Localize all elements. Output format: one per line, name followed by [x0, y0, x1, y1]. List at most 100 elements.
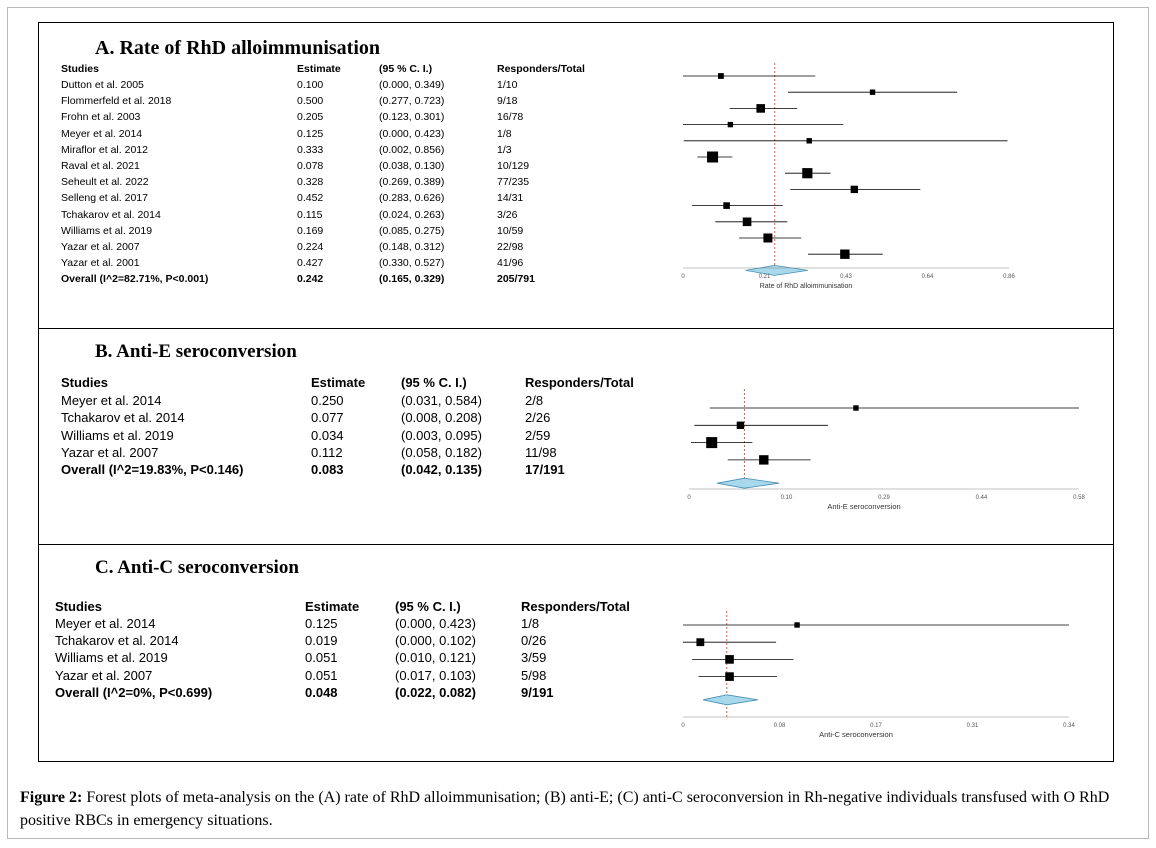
tick-label: 0.64 [922, 274, 934, 280]
x-axis-label: Anti-E seroconversion [827, 502, 900, 511]
responders-value: 22/98 [497, 241, 524, 253]
header-estimate: Estimate [311, 375, 366, 390]
tick-label: 0.10 [781, 495, 793, 501]
responders-value: 14/31 [497, 192, 524, 205]
study-name: Overall (I^2=82.71%, P<0.001) [61, 273, 209, 286]
study-name: Raval et al. 2021 [61, 160, 140, 172]
ci-value: (0.000, 0.349) [379, 79, 445, 91]
estimate-value: 0.224 [297, 241, 324, 253]
responders-value: 3/59 [521, 650, 547, 666]
responders-value: 11/98 [525, 444, 557, 460]
header-studies: Studies [61, 375, 108, 390]
overall-diamond [702, 694, 758, 706]
header-responders: Responders/Total [525, 375, 634, 390]
ci-value: (0.017, 0.103) [395, 667, 476, 683]
estimate-value: 0.077 [311, 410, 344, 426]
estimate-marker [763, 233, 773, 243]
ci-value: (0.024, 0.263) [379, 208, 445, 221]
study-name: Selleng et al. 2017 [61, 192, 148, 205]
panel-c-title: C. Anti-C seroconversion [95, 557, 299, 578]
estimate-marker [718, 73, 724, 79]
study-name: Tchakarov et al. 2014 [55, 633, 179, 649]
estimate-marker [742, 217, 752, 227]
ci-value: (0.148, 0.312) [379, 241, 445, 253]
estimate-value: 0.019 [305, 633, 338, 649]
responders-value: 2/59 [525, 427, 551, 443]
ci-value: (0.269, 0.389) [379, 176, 445, 189]
estimate-value: 0.242 [297, 273, 324, 286]
panel-a-title: A. Rate of RhD alloimmunisation [95, 37, 381, 59]
estimate-marker [840, 249, 850, 259]
responders-value: 205/791 [497, 273, 535, 286]
study-name: Seheult et al. 2022 [61, 176, 149, 189]
header-studies: Studies [61, 63, 99, 75]
estimate-value: 0.333 [297, 143, 324, 156]
study-name: Tchakarov et al. 2014 [61, 410, 185, 426]
responders-value: 9/191 [521, 684, 554, 700]
estimate-marker [696, 638, 705, 647]
estimate-marker [723, 202, 730, 209]
ci-value: (0.022, 0.082) [395, 684, 476, 700]
forest-plot-a: 0 0.21 0.43 0.64 0.86 Rate of RhD alloimmunis… [681, 63, 1015, 290]
tick-label: 0.17 [870, 723, 882, 729]
tick-label: 0.58 [1073, 495, 1085, 501]
ci-value: (0.031, 0.584) [401, 393, 482, 408]
study-name: Flommerfeld et al. 2018 [61, 95, 172, 108]
ci-value: (0.283, 0.626) [379, 192, 445, 205]
header-estimate: Estimate [297, 63, 341, 75]
estimate-value: 0.452 [297, 192, 324, 205]
study-name: Yazar et al. 2007 [61, 241, 140, 253]
caption-label: Figure 2: [20, 789, 83, 806]
caption-text: Forest plots of meta-analysis on the (A)… [20, 789, 1110, 829]
study-name: Tchakarov et al. 2014 [61, 208, 161, 221]
panel-b: B. Anti-E seroconversion Studies Estimat… [38, 328, 1114, 546]
study-name: Williams et al. 2019 [61, 427, 174, 443]
tick-label: 0.21 [759, 274, 771, 280]
responders-value: 1/8 [497, 127, 512, 140]
responders-value: 0/26 [521, 633, 547, 649]
header-responders: Responders/Total [521, 599, 630, 614]
ci-value: (0.038, 0.130) [379, 160, 445, 172]
estimate-marker [707, 151, 719, 163]
estimate-value: 0.083 [311, 462, 344, 478]
responders-value: 5/98 [521, 667, 547, 683]
ci-value: (0.002, 0.856) [379, 143, 445, 156]
study-name: Yazar et al. 2007 [55, 667, 153, 683]
header-ci: (95 % C. I.) [395, 599, 461, 614]
ci-value: (0.010, 0.121) [395, 650, 476, 666]
estimate-value: 0.034 [311, 427, 344, 443]
estimate-marker [806, 138, 812, 144]
responders-value: 2/26 [525, 410, 551, 426]
header-studies: Studies [55, 599, 102, 614]
responders-value: 3/26 [497, 208, 518, 221]
estimate-marker [869, 89, 876, 95]
estimate-marker [850, 185, 859, 194]
ci-value: (0.000, 0.423) [395, 616, 476, 631]
header-ci: (95 % C. I.) [379, 63, 433, 75]
study-name: Williams et al. 2019 [61, 224, 153, 237]
ci-value: (0.058, 0.182) [401, 444, 482, 460]
estimate-marker [794, 622, 800, 628]
estimate-marker [706, 437, 718, 449]
estimate-value: 0.328 [297, 176, 324, 189]
estimate-value: 0.125 [297, 127, 324, 140]
tick-label: 0.08 [774, 723, 786, 729]
tick-label: 0 [681, 723, 685, 729]
responders-value: 1/8 [521, 616, 540, 631]
ci-value: (0.008, 0.208) [401, 410, 482, 426]
header-estimate: Estimate [305, 599, 360, 614]
estimate-value: 0.427 [297, 257, 324, 270]
estimate-value: 0.078 [297, 160, 324, 172]
study-name: Yazar et al. 2001 [61, 257, 140, 270]
ci-value: (0.123, 0.301) [379, 111, 445, 124]
estimate-marker [725, 655, 734, 664]
estimate-marker [759, 455, 769, 465]
study-name: Overall (I^2=19.83%, P<0.146) [61, 462, 244, 478]
figure-caption: Figure 2: Forest plots of meta-analysis … [20, 786, 1136, 832]
panel-a: A. Rate of RhD alloimmunisation Studies … [38, 22, 1114, 330]
responders-value: 10/59 [497, 224, 524, 237]
tick-label: 0.44 [976, 495, 988, 501]
estimate-value: 0.125 [305, 616, 338, 631]
estimate-value: 0.250 [311, 393, 344, 408]
overall-diamond [745, 264, 808, 276]
